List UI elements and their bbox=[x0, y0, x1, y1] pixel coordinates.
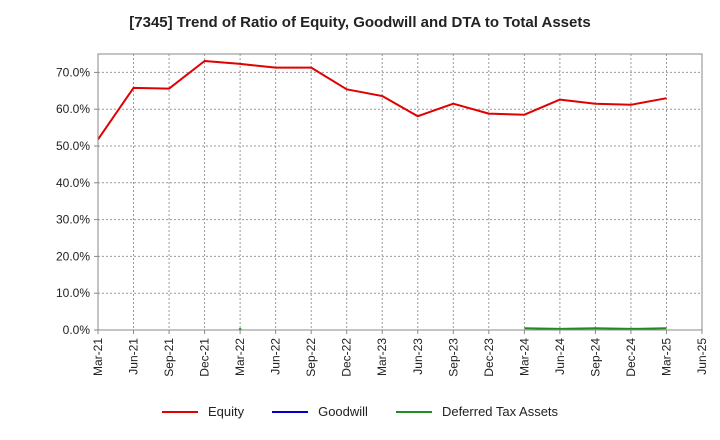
x-axis-ticks: Mar-21 Jun-21 Sep-21 Dec-21 Mar-22 Jun-22 Sep-… bbox=[91, 330, 709, 377]
x-tick-label: Sep-23 bbox=[446, 338, 460, 377]
x-tick-label: Sep-22 bbox=[304, 338, 318, 377]
legend-label-goodwill: Goodwill bbox=[318, 404, 368, 419]
y-tick-label: 30.0% bbox=[56, 213, 90, 227]
x-tick-label: Mar-22 bbox=[233, 338, 247, 376]
y-tick-label: 10.0% bbox=[56, 286, 90, 300]
x-tick-label: Sep-21 bbox=[162, 338, 176, 377]
legend-swatch-goodwill bbox=[272, 410, 309, 413]
y-axis-ticks: 0.0% 10.0% 20.0% 30.0% 40.0% 50.0% 60.0% 70.0% bbox=[56, 65, 98, 337]
series-line bbox=[524, 327, 667, 330]
x-tick-label: Mar-25 bbox=[659, 338, 673, 376]
chart-title: [7345] Trend of Ratio of Equity, Goodwil… bbox=[129, 14, 591, 31]
x-tick-label: Mar-24 bbox=[517, 338, 531, 376]
x-tick-label: Jun-23 bbox=[411, 338, 425, 375]
legend-item-equity: Equity bbox=[161, 404, 245, 419]
x-tick-label: Jun-24 bbox=[553, 338, 567, 375]
legend-swatch-dta bbox=[395, 410, 432, 413]
y-tick-label: 0.0% bbox=[63, 323, 91, 337]
x-tick-label: Dec-21 bbox=[198, 338, 212, 377]
x-tick-label: Mar-21 bbox=[91, 338, 105, 376]
plot-frame bbox=[97, 53, 703, 331]
x-tick-label: Dec-22 bbox=[340, 338, 354, 377]
legend: Equity Goodwill Deferred Tax Assets bbox=[0, 404, 720, 419]
x-tick-label: Mar-23 bbox=[375, 338, 389, 376]
x-tick-label: Jun-21 bbox=[127, 338, 141, 375]
y-tick-label: 50.0% bbox=[56, 139, 90, 153]
x-tick-label: Dec-24 bbox=[624, 338, 638, 377]
series-line bbox=[97, 60, 667, 140]
grid-lines bbox=[97, 54, 703, 331]
legend-label-equity: Equity bbox=[207, 404, 245, 419]
x-tick-label: Jun-22 bbox=[269, 338, 283, 375]
y-tick-label: 20.0% bbox=[56, 249, 90, 263]
x-tick-label: Dec-23 bbox=[482, 338, 496, 377]
y-tick-label: 40.0% bbox=[56, 176, 90, 190]
legend-item-dta: Deferred Tax Assets bbox=[395, 404, 559, 419]
y-tick-label: 60.0% bbox=[56, 102, 90, 116]
x-tick-label: Sep-24 bbox=[588, 338, 602, 377]
legend-label-dta: Deferred Tax Assets bbox=[441, 404, 559, 419]
legend-item-goodwill: Goodwill bbox=[272, 404, 368, 419]
x-tick-label: Jun-25 bbox=[695, 338, 709, 375]
y-tick-label: 70.0% bbox=[56, 65, 90, 79]
legend-swatch-equity bbox=[161, 410, 198, 413]
